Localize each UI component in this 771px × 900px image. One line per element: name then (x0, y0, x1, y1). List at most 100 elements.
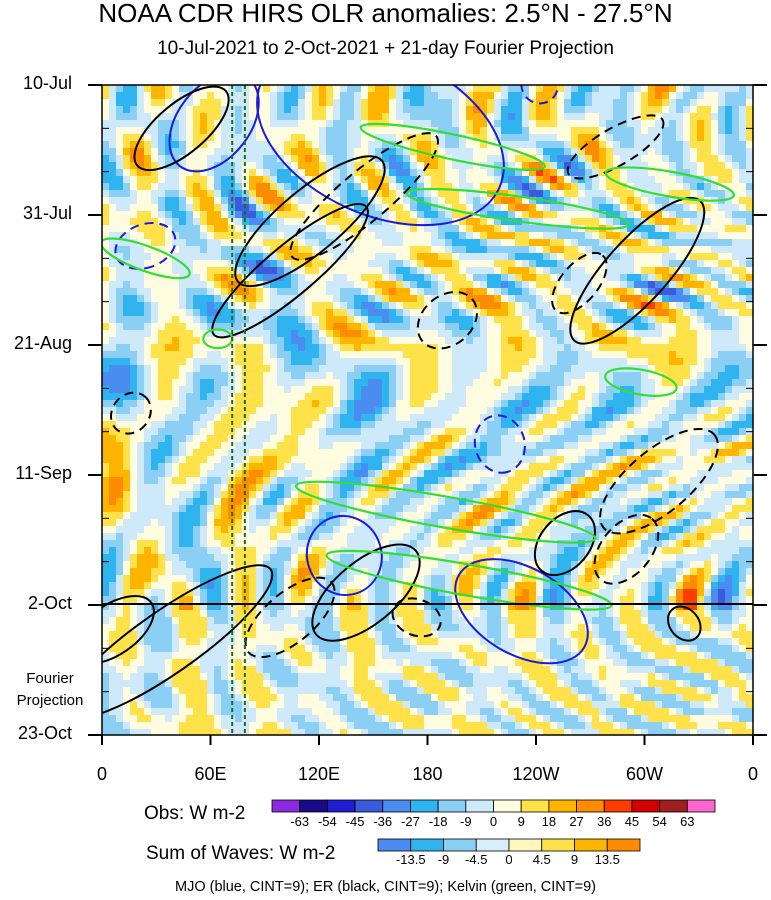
field-cell (494, 274, 502, 282)
field-cell (263, 274, 271, 282)
field-cell (165, 295, 173, 303)
field-cell (697, 176, 705, 184)
field-cell (284, 316, 292, 324)
field-cell (431, 85, 439, 93)
field-cell (606, 386, 614, 394)
field-cell (487, 442, 495, 450)
field-cell (487, 225, 495, 233)
field-cell (431, 456, 439, 464)
field-cell (277, 400, 285, 408)
field-cell (130, 295, 138, 303)
field-cell (452, 99, 460, 107)
field-cell (368, 267, 376, 275)
field-cell (165, 169, 173, 177)
field-cell (620, 253, 628, 261)
field-cell (221, 386, 229, 394)
field-cell (221, 134, 229, 142)
field-cell (235, 225, 243, 233)
field-cell (543, 211, 551, 219)
field-cell (235, 148, 243, 156)
field-cell (739, 113, 747, 121)
field-cell (102, 183, 110, 191)
field-cell (347, 232, 355, 240)
field-cell (340, 190, 348, 198)
field-cell (459, 113, 467, 121)
field-cell (536, 274, 544, 282)
field-cell (221, 337, 229, 345)
field-cell (669, 92, 677, 100)
field-cell (144, 176, 152, 184)
field-cell (704, 183, 712, 191)
field-cell (711, 211, 719, 219)
field-cell (599, 169, 607, 177)
field-cell (732, 386, 740, 394)
field-cell (669, 414, 677, 422)
field-cell (361, 414, 369, 422)
field-cell (613, 393, 621, 401)
field-cell (109, 190, 117, 198)
field-cell (746, 183, 753, 191)
field-cell (571, 407, 579, 415)
field-cell (319, 442, 327, 450)
field-cell (508, 120, 516, 128)
field-cell (501, 169, 509, 177)
field-cell (550, 127, 558, 135)
field-cell (529, 386, 537, 394)
field-cell (606, 169, 614, 177)
field-cell (585, 281, 593, 289)
field-cell (578, 281, 586, 289)
field-cell (718, 148, 726, 156)
field-cell (375, 141, 383, 149)
field-cell (144, 134, 152, 142)
field-cell (578, 141, 586, 149)
field-cell (333, 442, 341, 450)
field-cell (634, 302, 642, 310)
field-cell (501, 134, 509, 142)
field-cell (536, 414, 544, 422)
field-cell (438, 85, 446, 93)
field-cell (137, 323, 145, 331)
field-cell (284, 204, 292, 212)
field-cell (704, 127, 712, 135)
field-cell (536, 288, 544, 296)
field-cell (501, 428, 509, 436)
field-cell (291, 141, 299, 149)
field-cell (634, 316, 642, 324)
field-cell (480, 344, 488, 352)
field-cell (641, 393, 649, 401)
field-cell (522, 113, 530, 121)
field-cell (725, 106, 733, 114)
field-cell (711, 351, 719, 359)
field-cell (536, 407, 544, 415)
field-cell (697, 190, 705, 198)
field-cell (249, 337, 257, 345)
field-cell (263, 162, 271, 170)
field-cell (571, 358, 579, 366)
field-cell (508, 330, 516, 338)
field-cell (536, 85, 544, 93)
field-cell (382, 85, 390, 93)
field-cell (529, 330, 537, 338)
field-cell (375, 197, 383, 205)
field-cell (697, 337, 705, 345)
field-cell (536, 239, 544, 247)
field-cell (277, 113, 285, 121)
field-cell (585, 127, 593, 135)
field-cell (550, 246, 558, 254)
field-cell (452, 365, 460, 373)
field-cell (445, 106, 453, 114)
field-cell (235, 344, 243, 352)
field-cell (445, 267, 453, 275)
field-cell (172, 218, 180, 226)
field-cell (669, 435, 677, 443)
field-cell (550, 120, 558, 128)
field-cell (403, 344, 411, 352)
field-cell (235, 295, 243, 303)
field-cell (193, 169, 201, 177)
field-cell (277, 386, 285, 394)
field-cell (515, 134, 523, 142)
field-cell (564, 92, 572, 100)
field-cell (256, 232, 264, 240)
field-cell (424, 197, 432, 205)
